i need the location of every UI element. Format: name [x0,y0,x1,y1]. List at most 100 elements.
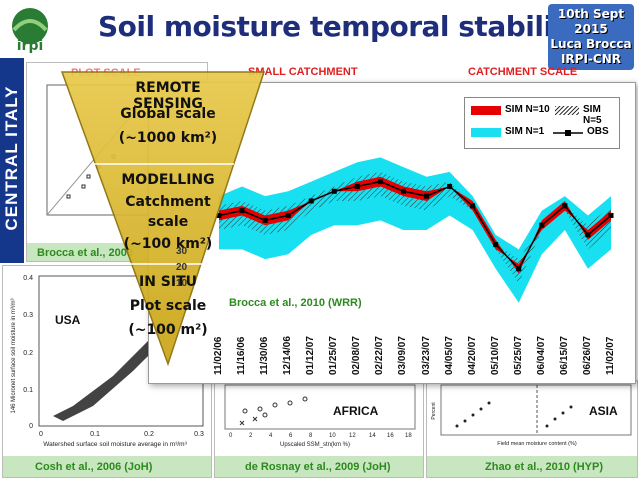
derosnay-xtick: 2 [249,433,253,439]
main-xtick-label: 02/22/07 [374,336,386,375]
zhao-chart: Percent Field mean moisture content (%) … [431,384,632,447]
main-chart [216,157,614,303]
legend-label-sim1: SIM N=1 [505,126,545,137]
region-usa: USA [55,313,81,327]
citation-brocca-2009: Brocca et al., 2009 [37,247,134,259]
series-line-obs [218,180,612,271]
derosnay-xtick: 8 [309,433,313,439]
main-ytick: 30 [176,246,188,257]
main-ytick: 10 [176,278,188,289]
org-text: IRPI-CNR [560,52,622,66]
zhao-panel: Percent Field mean moisture content (%) … [426,380,638,478]
obs-point [539,222,545,228]
presentation-info: 10th Sept 2015 Luca Brocca IRPI-CNR [548,4,634,70]
scale-pyramid: REMOTE SENSING Global scale (~1000 km²) … [58,68,268,368]
citation-de-rosnay: de Rosnay et al., 2009 (JoH) [245,461,391,473]
legend-swatch-sim10 [471,106,501,115]
pyramid-remote-sensing-title: REMOTE SENSING [133,80,203,112]
obs-point [331,188,337,194]
main-xtick-label: 02/08/07 [351,336,363,375]
legend-label-sim5: SIM N=5 [583,104,602,126]
main-xtick-label: 03/09/07 [397,336,409,375]
cosh-xtick: 0.1 [90,431,100,438]
pyramid-shape [60,71,266,367]
main-xtick-label: 11/02/07 [605,336,616,375]
citation-brocca-2010: Brocca et al., 2010 (WRR) [229,297,362,309]
main-xtick-label: 04/05/07 [443,336,455,375]
derosnay-chart: 0 2 4 6 8 10 12 14 16 18 Upscaled SSM_st… [224,384,416,448]
main-xtick-label: 01/12/07 [305,336,317,375]
main-xtick-label: 06/26/07 [581,336,593,375]
legend-swatch-obs [553,130,583,136]
zhao-ylabel: Percent [431,402,437,420]
obs-point [562,203,568,209]
main-xtick-label: 04/20/07 [466,336,478,375]
region-asia: ASIA [589,404,618,418]
obs-point [400,188,406,194]
obs-point [354,183,360,189]
cosh-xlabel: Watershed surface soil moisture average … [43,441,187,448]
obs-point [308,198,314,204]
derosnay-xtick: 14 [369,433,376,439]
pyramid-in-situ-scale: Plot scale [129,298,207,314]
obs-point [377,179,383,185]
obs-point [239,208,245,214]
legend-swatch-sim5 [555,106,579,115]
pyramid-remote-sensing-scale: Global scale [120,106,216,122]
catchment-scale-label: CATCHMENT SCALE [468,66,578,78]
pyramid-modelling-scale-2: scale [147,214,189,230]
derosnay-xtick: 10 [329,433,336,439]
pyramid-modelling-scale-1: Catchment [125,194,211,210]
cosh-ytick: 0.3 [23,312,33,319]
side-bar [0,58,24,263]
obs-point [262,217,268,223]
pyramid-remote-sensing-area: (~1000 km²) [118,130,218,146]
main-xtick-label: 03/23/07 [420,336,432,375]
main-xtick-label: 06/15/07 [558,336,570,375]
obs-point [608,213,614,218]
region-africa: AFRICA [333,404,379,418]
main-xtick-label: 06/04/07 [535,336,547,375]
derosnay-xlabel: Upscaled SSM_stn(km %) [280,442,350,448]
obs-point [470,203,476,209]
small-catchment-label: SMALL CATCHMENT [248,66,358,78]
cosh-ytick: 0.4 [23,275,33,282]
cosh-ytick: 0 [29,423,33,430]
derosnay-panel: 0 2 4 6 8 10 12 14 16 18 Upscaled SSM_st… [214,380,424,478]
citation-bar [3,456,211,477]
main-xtick-label: 01/25/07 [328,336,340,375]
slide-title: Soil moisture temporal stability [98,10,584,43]
main-xtick-label: 12/14/06 [282,336,294,375]
main-xtick-label: 05/25/07 [512,336,524,375]
legend-label-obs: OBS [587,126,609,137]
chart-legend: SIM N=10 SIM N=5 SIM N=1 OBS [464,97,620,149]
series-band-sim5 [219,171,611,284]
cosh-xtick: 0 [39,431,43,438]
legend-swatch-sim1 [471,128,501,137]
cosh-scatter-cloud [53,321,168,421]
derosnay-xtick: 0 [229,433,233,439]
pyramid-modelling-title: MODELLING [121,172,215,188]
obs-point [516,266,522,272]
cosh-xtick: 0.3 [194,431,204,438]
cosh-ytick: 0.1 [23,387,33,394]
cosh-xtick: 0.2 [144,431,154,438]
citation-cosh: Cosh et al., 2006 (JoH) [35,461,153,473]
derosnay-xtick: 12 [349,433,356,439]
pyramid-in-situ-area: (~100 m²) [128,322,208,338]
obs-point [493,242,499,248]
obs-point [447,183,453,189]
cosh-ytick: 0.2 [23,350,33,357]
legend-label-sim10: SIM N=10 [505,104,550,115]
author-text: Luca Brocca [550,37,632,51]
irpi-logo: irpi [4,4,56,54]
cosh-ylabel: 146 Micronet surface soil moisture in m³… [11,298,17,413]
logo-text: irpi [17,38,44,54]
series-band-sim10 [219,176,611,274]
derosnay-xtick: 16 [387,433,394,439]
obs-point [216,213,222,218]
citation-zhao: Zhao et al., 2010 (HYP) [485,461,603,473]
pyramid-modelling-area: (~100 km²) [123,236,213,252]
obs-point [424,193,430,199]
side-label: CENTRAL ITALY [2,85,21,231]
